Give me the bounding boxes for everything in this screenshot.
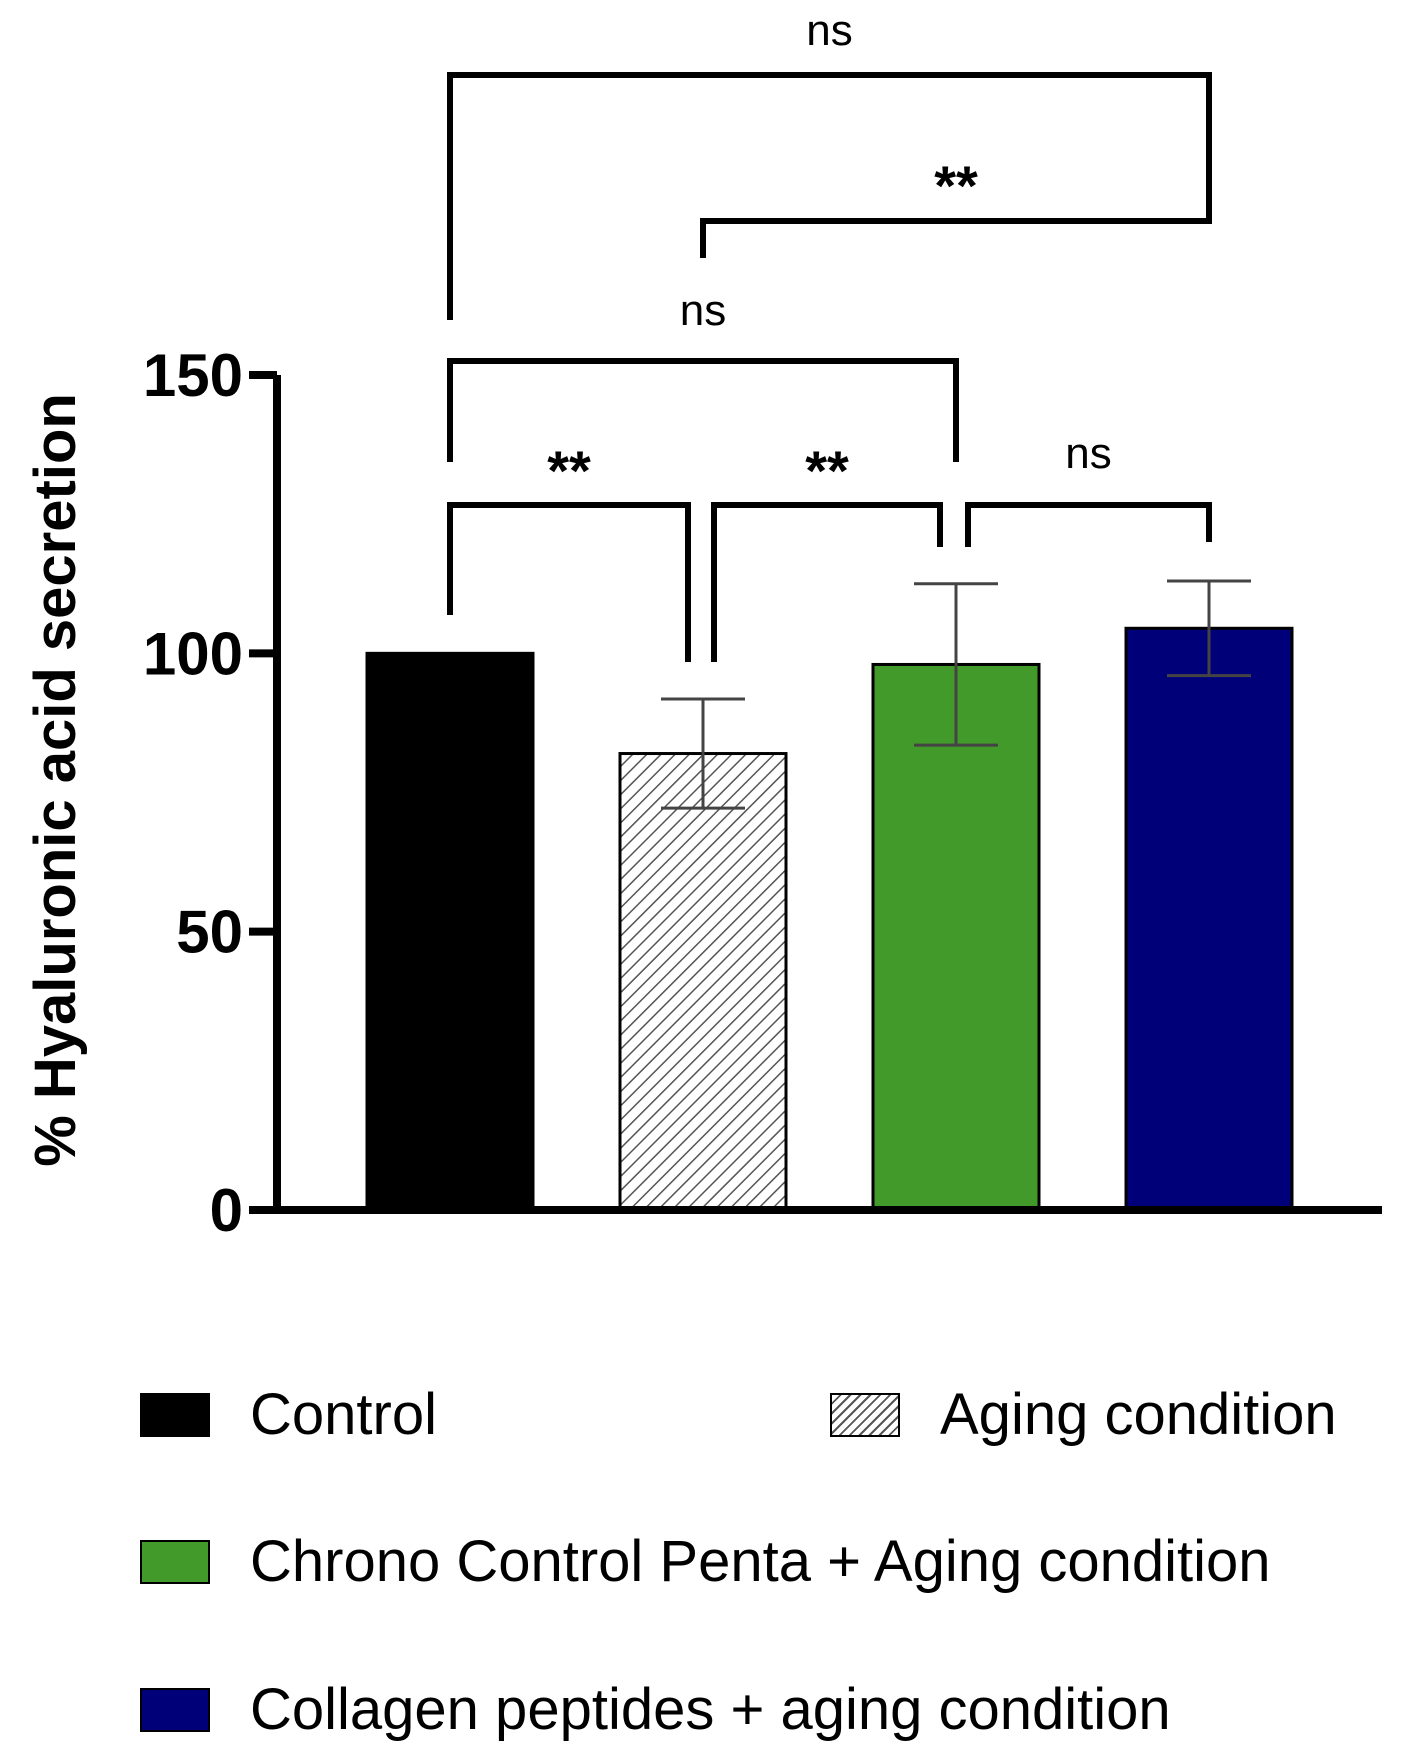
significance-bracket-1: ** [700, 154, 1212, 258]
error-bar-2 [914, 582, 998, 747]
bar-1 [618, 752, 788, 1212]
significance-label-5: ns [1065, 429, 1111, 478]
error-bar-1 [661, 697, 745, 810]
significance-line-0 [447, 72, 1212, 320]
significance-line-2 [447, 358, 959, 462]
significance-bracket-5: ns [965, 429, 1212, 547]
significance-line-5 [965, 502, 1212, 547]
significance-label-2: ns [680, 286, 726, 335]
y-tick-label-50: 50 [176, 899, 243, 966]
bar-0 [365, 651, 535, 1212]
significance-label-3: ** [547, 439, 591, 502]
significance-label-1: ** [934, 154, 978, 217]
significance-bracket-4: ** [711, 439, 943, 662]
bar-3 [1124, 626, 1294, 1212]
significance-bracket-3: ** [447, 439, 691, 662]
significance-label-0: ns [806, 6, 852, 55]
y-tick-label-150: 150 [143, 342, 243, 409]
significance-bracket-0: ns [447, 6, 1212, 320]
significance-bracket-2: ns [447, 286, 959, 462]
y-tick-label-0: 0 [210, 1177, 243, 1244]
significance-line-4 [711, 502, 943, 662]
bar-2 [871, 662, 1041, 1212]
error-bar-3 [1167, 579, 1251, 678]
significance-label-4: ** [805, 439, 849, 502]
significance-line-3 [447, 502, 691, 662]
significance-line-1 [700, 175, 1212, 258]
y-tick-label-100: 100 [143, 620, 243, 687]
y-axis-label: % Hyaluronic acid secretion [23, 393, 88, 1167]
